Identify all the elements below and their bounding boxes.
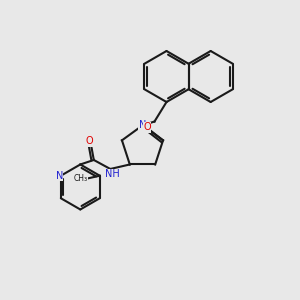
Text: CH₃: CH₃ bbox=[74, 174, 88, 183]
Text: O: O bbox=[85, 136, 93, 146]
Text: O: O bbox=[143, 122, 151, 132]
Text: N: N bbox=[139, 120, 146, 130]
Text: NH: NH bbox=[105, 169, 120, 179]
Text: N: N bbox=[56, 171, 63, 181]
